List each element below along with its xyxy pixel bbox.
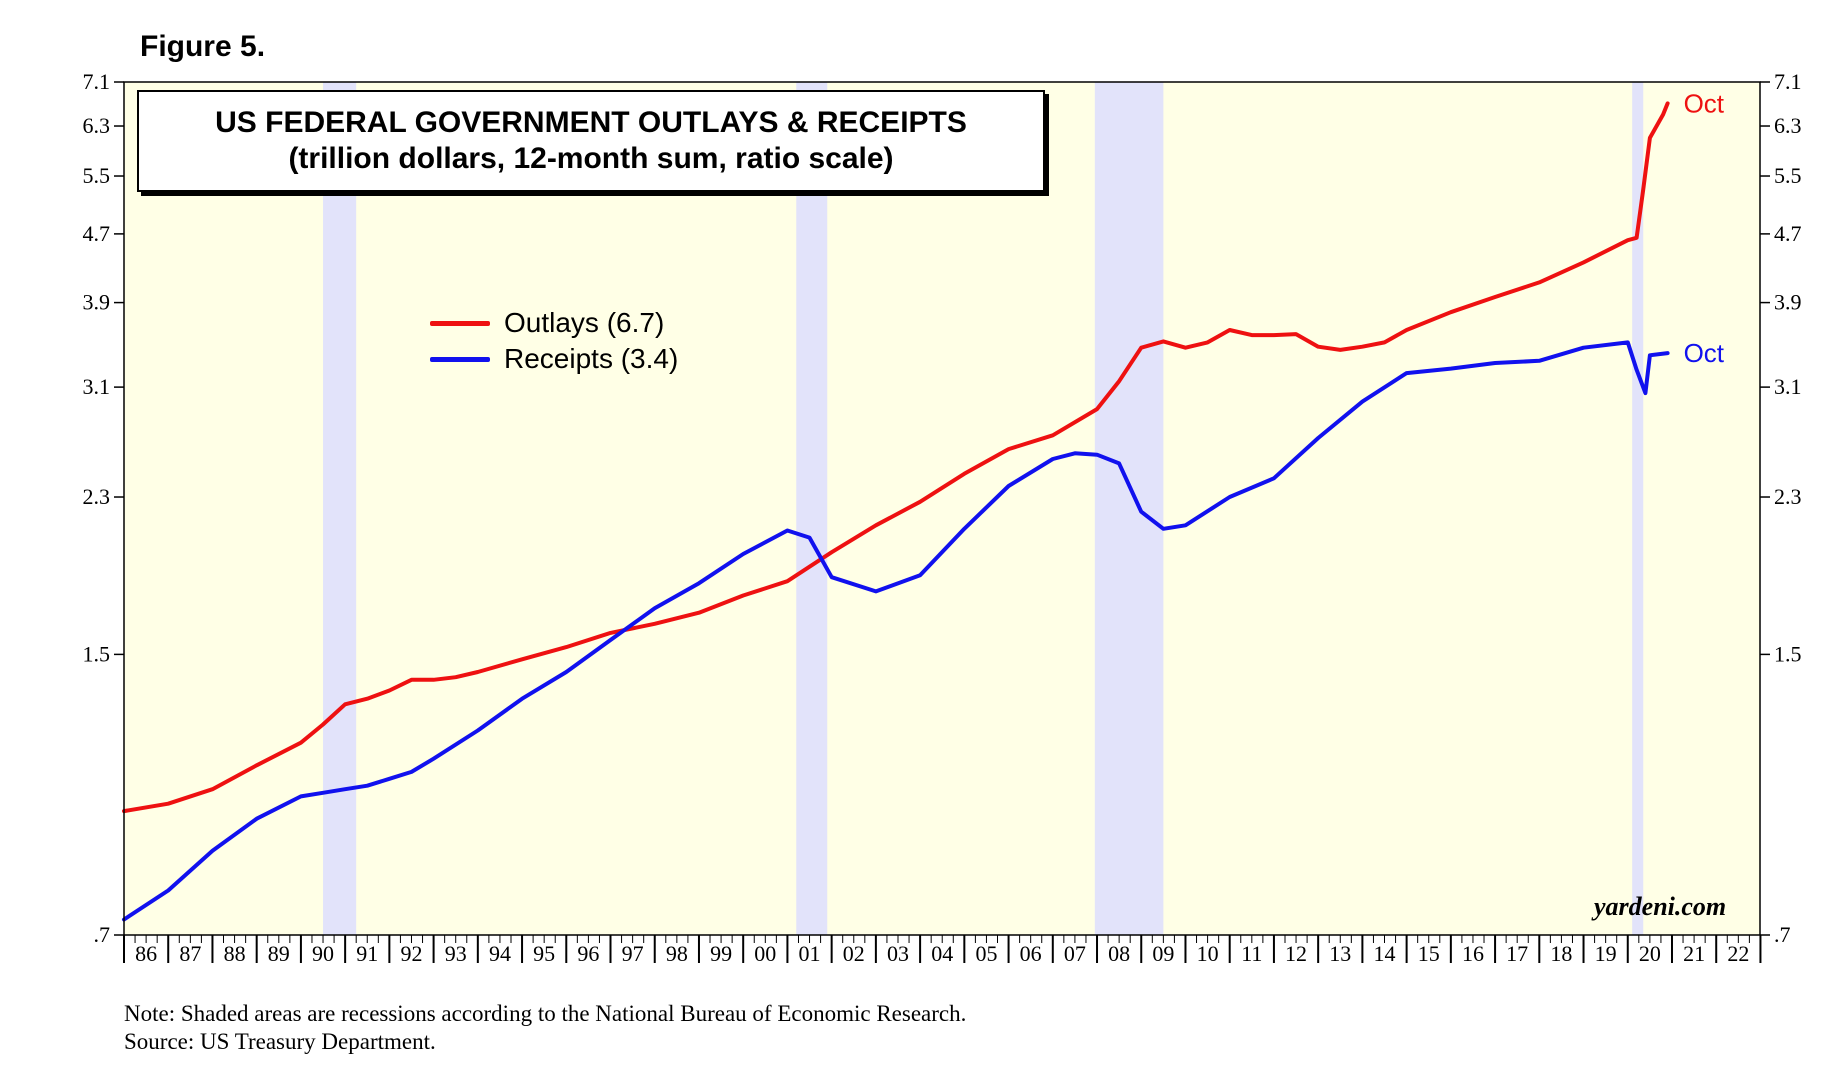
x-tick-label: 18 xyxy=(1550,941,1572,966)
x-tick-label: 21 xyxy=(1683,941,1705,966)
chart-title: US FEDERAL GOVERNMENT OUTLAYS & RECEIPTS xyxy=(215,106,967,139)
y-tick-label-right: 4.7 xyxy=(1774,221,1802,246)
chart-title-box: US FEDERAL GOVERNMENT OUTLAYS & RECEIPTS… xyxy=(137,90,1045,192)
legend-item-receipts: Receipts (3.4) xyxy=(430,341,678,377)
legend-swatch-receipts xyxy=(430,356,490,362)
x-tick-label: 10 xyxy=(1197,941,1219,966)
x-tick-label: 94 xyxy=(489,941,511,966)
y-tick-label-right: 6.3 xyxy=(1774,113,1802,138)
x-tick-label: 19 xyxy=(1595,941,1617,966)
end-label-receipts: Oct xyxy=(1684,338,1725,368)
recession-band-1 xyxy=(796,82,828,935)
x-tick-label: 95 xyxy=(533,941,555,966)
x-tick-label: 90 xyxy=(312,941,334,966)
x-tick-label: 15 xyxy=(1418,941,1440,966)
recession-band-0 xyxy=(323,82,357,935)
axes: .7 .7 1.5 1.5 2.3 2.3 3.1 3.1 3.9 3.9 4.7 4.7 5.5 5.5… xyxy=(83,69,1802,966)
legend: Outlays (6.7) Receipts (3.4) xyxy=(430,305,678,377)
x-tick-label: 16 xyxy=(1462,941,1484,966)
y-tick-label-left: 5.5 xyxy=(83,163,111,188)
legend-swatch-outlays xyxy=(430,320,490,326)
plot-background xyxy=(124,82,1760,935)
y-tick-label-left: 2.3 xyxy=(83,484,111,509)
y-tick-label-left: 7.1 xyxy=(83,69,111,94)
y-tick-label-left: 4.7 xyxy=(83,221,111,246)
x-tick-label: 01 xyxy=(799,941,821,966)
y-tick-label-right: 2.3 xyxy=(1774,484,1802,509)
x-tick-label: 20 xyxy=(1639,941,1661,966)
y-tick-label-left: 1.5 xyxy=(83,641,111,666)
x-tick-label: 92 xyxy=(400,941,422,966)
x-tick-label: 88 xyxy=(224,941,246,966)
y-tick-label-left: 3.1 xyxy=(83,374,111,399)
y-tick-label-right: 7.1 xyxy=(1774,69,1802,94)
legend-label-outlays: Outlays (6.7) xyxy=(504,307,665,338)
x-tick-label: 11 xyxy=(1241,941,1262,966)
x-tick-label: 14 xyxy=(1374,941,1396,966)
legend-label-receipts: Receipts (3.4) xyxy=(504,343,679,374)
legend-item-outlays: Outlays (6.7) xyxy=(430,305,678,341)
x-tick-label: 08 xyxy=(1108,941,1130,966)
x-tick-label: 07 xyxy=(1064,941,1086,966)
end-label-outlays: Oct xyxy=(1684,88,1725,118)
recession-band-3 xyxy=(1632,82,1644,935)
x-tick-label: 02 xyxy=(843,941,865,966)
recession-shading xyxy=(323,82,1644,935)
y-tick-label-right: 3.9 xyxy=(1774,290,1802,315)
footnotes: Note: Shaded areas are recessions accord… xyxy=(124,1000,966,1056)
x-tick-label: 97 xyxy=(622,941,644,966)
x-tick-label: 06 xyxy=(1020,941,1042,966)
x-tick-label: 93 xyxy=(445,941,467,966)
x-tick-label: 87 xyxy=(179,941,201,966)
watermark: yardeni.com xyxy=(1594,892,1727,921)
series-line-outlays xyxy=(122,101,1670,814)
recession-band-2 xyxy=(1094,82,1164,935)
x-tick-label: 03 xyxy=(887,941,909,966)
y-tick-label-right: 3.1 xyxy=(1774,374,1802,399)
x-tick-label: 17 xyxy=(1506,941,1528,966)
plot-area xyxy=(124,82,1760,935)
x-tick-label: 86 xyxy=(135,941,157,966)
x-tick-label: 91 xyxy=(356,941,378,966)
series-line-receipts xyxy=(122,340,1670,922)
note-source: Source: US Treasury Department. xyxy=(124,1029,436,1054)
x-tick-label: 89 xyxy=(268,941,290,966)
x-tick-label: 00 xyxy=(754,941,776,966)
note-recessions: Note: Shaded areas are recessions accord… xyxy=(124,1001,967,1026)
x-tick-label: 04 xyxy=(931,941,953,966)
y-tick-label-left: .7 xyxy=(94,922,111,947)
end-labels: Oct Oct xyxy=(1684,88,1725,368)
x-tick-label: 09 xyxy=(1152,941,1174,966)
figure-label: Figure 5. xyxy=(140,30,266,63)
x-tick-label: 96 xyxy=(577,941,599,966)
y-tick-label-right: 1.5 xyxy=(1774,641,1802,666)
x-tick-label: 12 xyxy=(1285,941,1307,966)
x-tick-label: 22 xyxy=(1727,941,1749,966)
x-tick-label: 13 xyxy=(1329,941,1351,966)
chart-subtitle: (trillion dollars, 12-month sum, ratio s… xyxy=(288,142,894,175)
y-tick-label-right: 5.5 xyxy=(1774,163,1802,188)
x-tick-label: 05 xyxy=(975,941,997,966)
x-tick-label: 99 xyxy=(710,941,732,966)
y-tick-label-left: 3.9 xyxy=(83,290,111,315)
y-tick-label-left: 6.3 xyxy=(83,113,111,138)
x-tick-label: 98 xyxy=(666,941,688,966)
y-tick-label-right: .7 xyxy=(1774,922,1791,947)
series-lines xyxy=(122,101,1670,922)
